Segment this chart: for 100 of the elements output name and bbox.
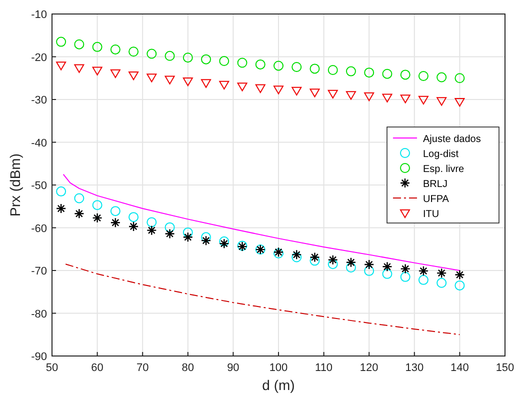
point: [418, 274, 428, 285]
point: [418, 70, 428, 81]
point: [364, 92, 374, 102]
point: [292, 250, 302, 260]
point: [92, 212, 102, 224]
y-tick-label: -40: [31, 137, 47, 150]
point: [364, 68, 374, 78]
point: [182, 77, 193, 86]
point: [400, 70, 410, 80]
point: [74, 193, 84, 204]
point: [364, 266, 374, 276]
point: [346, 262, 356, 273]
point: [274, 86, 284, 94]
point: [436, 97, 447, 106]
legend-label: Log-dist: [423, 149, 459, 160]
point: [110, 69, 120, 78]
y-tick-label: -20: [31, 52, 47, 64]
x-tick-label: 150: [496, 362, 514, 374]
point: [219, 56, 230, 66]
point: [182, 227, 193, 238]
point: [454, 270, 465, 280]
point: [328, 90, 338, 99]
point: [146, 74, 157, 82]
point: [255, 84, 266, 93]
x-tick-label: 60: [91, 362, 104, 374]
point: [292, 62, 302, 72]
point: [346, 257, 356, 268]
point: [346, 66, 356, 76]
point: [146, 217, 157, 228]
point: [328, 259, 338, 270]
y-axis-title: Prx (dBm): [7, 154, 23, 216]
point: [436, 268, 447, 278]
point: [74, 208, 84, 219]
point: [128, 46, 139, 57]
point: [328, 65, 338, 76]
line-series: [62, 174, 460, 271]
point: [56, 36, 66, 47]
point: [382, 94, 392, 102]
point: [382, 68, 392, 79]
point: [219, 236, 230, 246]
y-tick-label: -80: [31, 308, 47, 320]
point: [182, 52, 193, 63]
line-series: [65, 264, 460, 336]
point: [400, 272, 410, 282]
point: [292, 86, 302, 96]
point: [237, 82, 248, 92]
point: [364, 259, 374, 270]
point: [110, 218, 121, 228]
point: [454, 73, 465, 84]
point: [146, 48, 157, 59]
point: [255, 59, 266, 70]
point: [56, 186, 66, 196]
legend-label: BRLJ: [423, 179, 448, 190]
y-tick-label: -10: [31, 9, 47, 21]
point: [346, 91, 356, 100]
y-tick-label: -60: [31, 222, 47, 235]
x-tick-label: 70: [136, 362, 149, 374]
point: [201, 79, 212, 88]
y-tick-label: -30: [31, 94, 47, 106]
point: [436, 72, 447, 82]
point: [219, 80, 230, 90]
x-tick-label: 140: [450, 362, 469, 374]
y-tick-label: -50: [31, 180, 47, 192]
point: [201, 232, 212, 242]
x-tick-label: 110: [315, 362, 333, 374]
point: [454, 280, 465, 290]
y-tick-label: -70: [31, 266, 47, 278]
point: [110, 206, 120, 216]
point: [128, 71, 139, 80]
point: [146, 225, 157, 236]
point: [382, 262, 392, 272]
legend-label: UFPA: [423, 194, 450, 205]
x-tick-label: 100: [269, 362, 288, 374]
point: [164, 50, 175, 61]
point: [310, 256, 320, 266]
point: [164, 228, 175, 239]
point: [164, 222, 175, 232]
legend-label: Ajuste dados: [423, 134, 481, 145]
point: [56, 62, 66, 70]
point: [292, 252, 302, 262]
x-tick-label: 130: [405, 362, 424, 374]
point: [454, 98, 465, 107]
point: [92, 200, 102, 210]
point: [182, 232, 193, 242]
point: [418, 96, 428, 104]
point: [310, 88, 320, 98]
point: [201, 54, 212, 64]
x-tick-label: 120: [360, 362, 378, 374]
point: [128, 221, 139, 232]
point: [92, 42, 102, 52]
point: [328, 254, 338, 265]
point: [400, 264, 410, 274]
x-axis-title: d (m): [262, 377, 295, 393]
point: [436, 278, 447, 288]
point: [110, 44, 120, 54]
y-tick-label: -90: [31, 351, 47, 363]
point: [310, 252, 320, 262]
point: [200, 235, 212, 246]
point: [164, 76, 175, 84]
point: [92, 66, 102, 76]
